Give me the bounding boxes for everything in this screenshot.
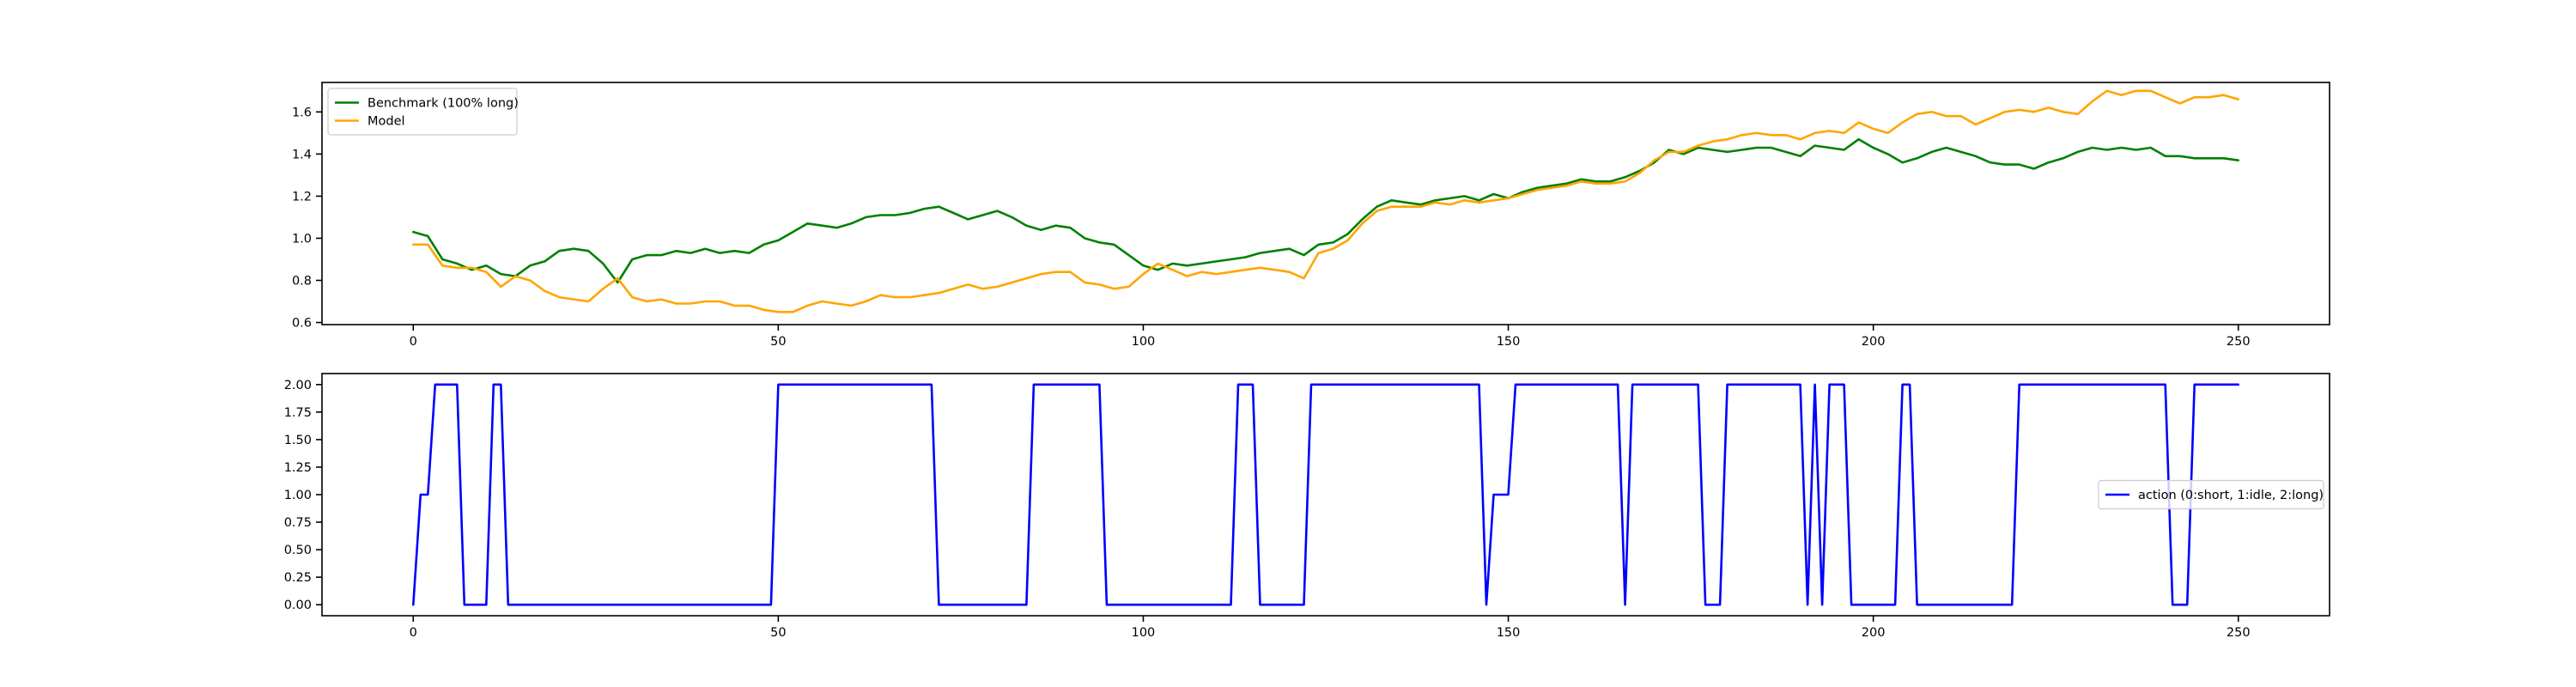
x-tick-label: 100 (1132, 335, 1156, 349)
legend-label: action (0:short, 1:idle, 2:long) (2138, 489, 2324, 502)
x-tick: 200 (1862, 616, 1886, 640)
x-tick: 50 (770, 616, 787, 640)
series-line-1-1 (411, 137, 2239, 284)
y-tick-label: 2.00 (284, 379, 312, 392)
x-tick-label: 100 (1132, 626, 1156, 640)
y-tick-label: 0.75 (284, 516, 312, 530)
x-tick: 150 (1497, 325, 1521, 349)
legend-box (327, 88, 518, 136)
x-tick: 50 (770, 325, 787, 349)
legend-label: Model (368, 115, 405, 129)
y-tick: 1.6 (292, 106, 322, 119)
y-tick-label: 1.4 (292, 148, 312, 161)
y-tick-label: 1.6 (292, 106, 312, 119)
legend: Benchmark (100% long) Model (327, 88, 519, 136)
x-tick: 150 (1497, 616, 1521, 640)
y-tick-label: 1.50 (284, 434, 312, 447)
y-tick-label: 1.0 (292, 232, 312, 246)
legend-label: Benchmark (100% long) (368, 97, 519, 111)
y-tick-label: 0.00 (284, 599, 312, 612)
y-tick: 0.00 (284, 599, 322, 612)
legend-box (2098, 479, 2324, 510)
x-tick: 100 (1132, 325, 1156, 349)
chart-panel-2: 0 50 100 150 200 250 0.00 0.25 0.50 0.75 1.00 1.25 1… (284, 373, 2330, 640)
y-tick: 0.6 (292, 317, 322, 331)
x-tick-label: 200 (1862, 335, 1886, 349)
x-tick-label: 50 (770, 335, 786, 349)
x-tick-label: 200 (1862, 626, 1886, 640)
y-tick: 1.50 (284, 434, 322, 447)
y-tick-label: 0.25 (284, 571, 312, 585)
y-tick: 0.75 (284, 516, 322, 530)
axes-frame (321, 82, 2330, 325)
x-tick-label: 150 (1497, 335, 1521, 349)
x-tick-label: 0 (410, 626, 417, 640)
legend: action (0:short, 1:idle, 2:long) (2098, 479, 2324, 510)
x-tick: 250 (2227, 616, 2251, 640)
y-tick-label: 1.75 (284, 406, 312, 420)
y-tick-label: 1.25 (284, 461, 312, 475)
y-tick: 1.0 (292, 232, 322, 246)
y-tick: 1.00 (284, 489, 322, 502)
y-tick-label: 0.50 (284, 544, 312, 557)
x-tick: 100 (1132, 616, 1156, 640)
y-tick-label: 0.8 (292, 275, 312, 289)
y-tick-label: 0.6 (292, 317, 312, 331)
y-tick-label: 1.00 (284, 489, 312, 502)
y-tick: 1.75 (284, 406, 322, 420)
x-tick: 200 (1862, 325, 1886, 349)
x-tick-label: 0 (410, 335, 417, 349)
series-line-2-1 (411, 383, 2239, 606)
chart-panel-1: 0 50 100 150 200 250 0.6 0.8 1.0 1.2 1.4 1.6 Benchma… (292, 82, 2330, 349)
y-tick: 2.00 (284, 379, 322, 392)
x-tick-label: 50 (770, 626, 786, 640)
y-tick: 0.25 (284, 571, 322, 585)
x-tick-label: 250 (2227, 335, 2251, 349)
y-tick-label: 1.2 (292, 190, 312, 204)
x-tick: 250 (2227, 325, 2251, 349)
x-tick-label: 250 (2227, 626, 2251, 640)
y-tick: 0.50 (284, 544, 322, 557)
x-tick-label: 150 (1497, 626, 1521, 640)
y-tick: 0.8 (292, 275, 322, 289)
x-tick: 0 (410, 616, 417, 640)
y-tick: 1.25 (284, 461, 322, 475)
y-tick: 1.4 (292, 148, 322, 161)
x-tick: 0 (410, 325, 417, 349)
series-line-1-2 (411, 89, 2239, 313)
y-tick: 1.2 (292, 190, 322, 204)
